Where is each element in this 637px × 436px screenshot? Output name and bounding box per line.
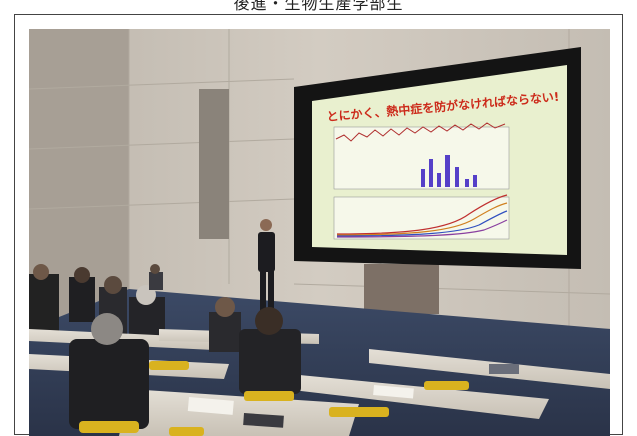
yellow-chairs [79,361,469,436]
photo-illustration: とにかく、熱中症を防がなければならない! [29,29,610,436]
presenter [258,219,275,311]
slide-curves [336,194,508,238]
desk-row-front [119,389,359,436]
desk-row-4 [284,374,549,419]
slide-line-series [335,122,506,142]
slide-bars [421,155,477,187]
left-wall [29,29,129,329]
wall-vent [199,89,229,239]
photo-frame: とにかく、熱中症を防がなければならない! [14,14,623,436]
attendees-middle [209,297,301,394]
lecture-hall-photo: とにかく、熱中症を防がなければならない! [29,29,610,436]
photo-caption: 後進・生物生産学部生 [233,0,404,13]
wall-speaker-panel [364,264,439,314]
slide-lower-chart [333,196,510,240]
attendee-front-left [69,313,149,429]
papers [187,364,519,428]
